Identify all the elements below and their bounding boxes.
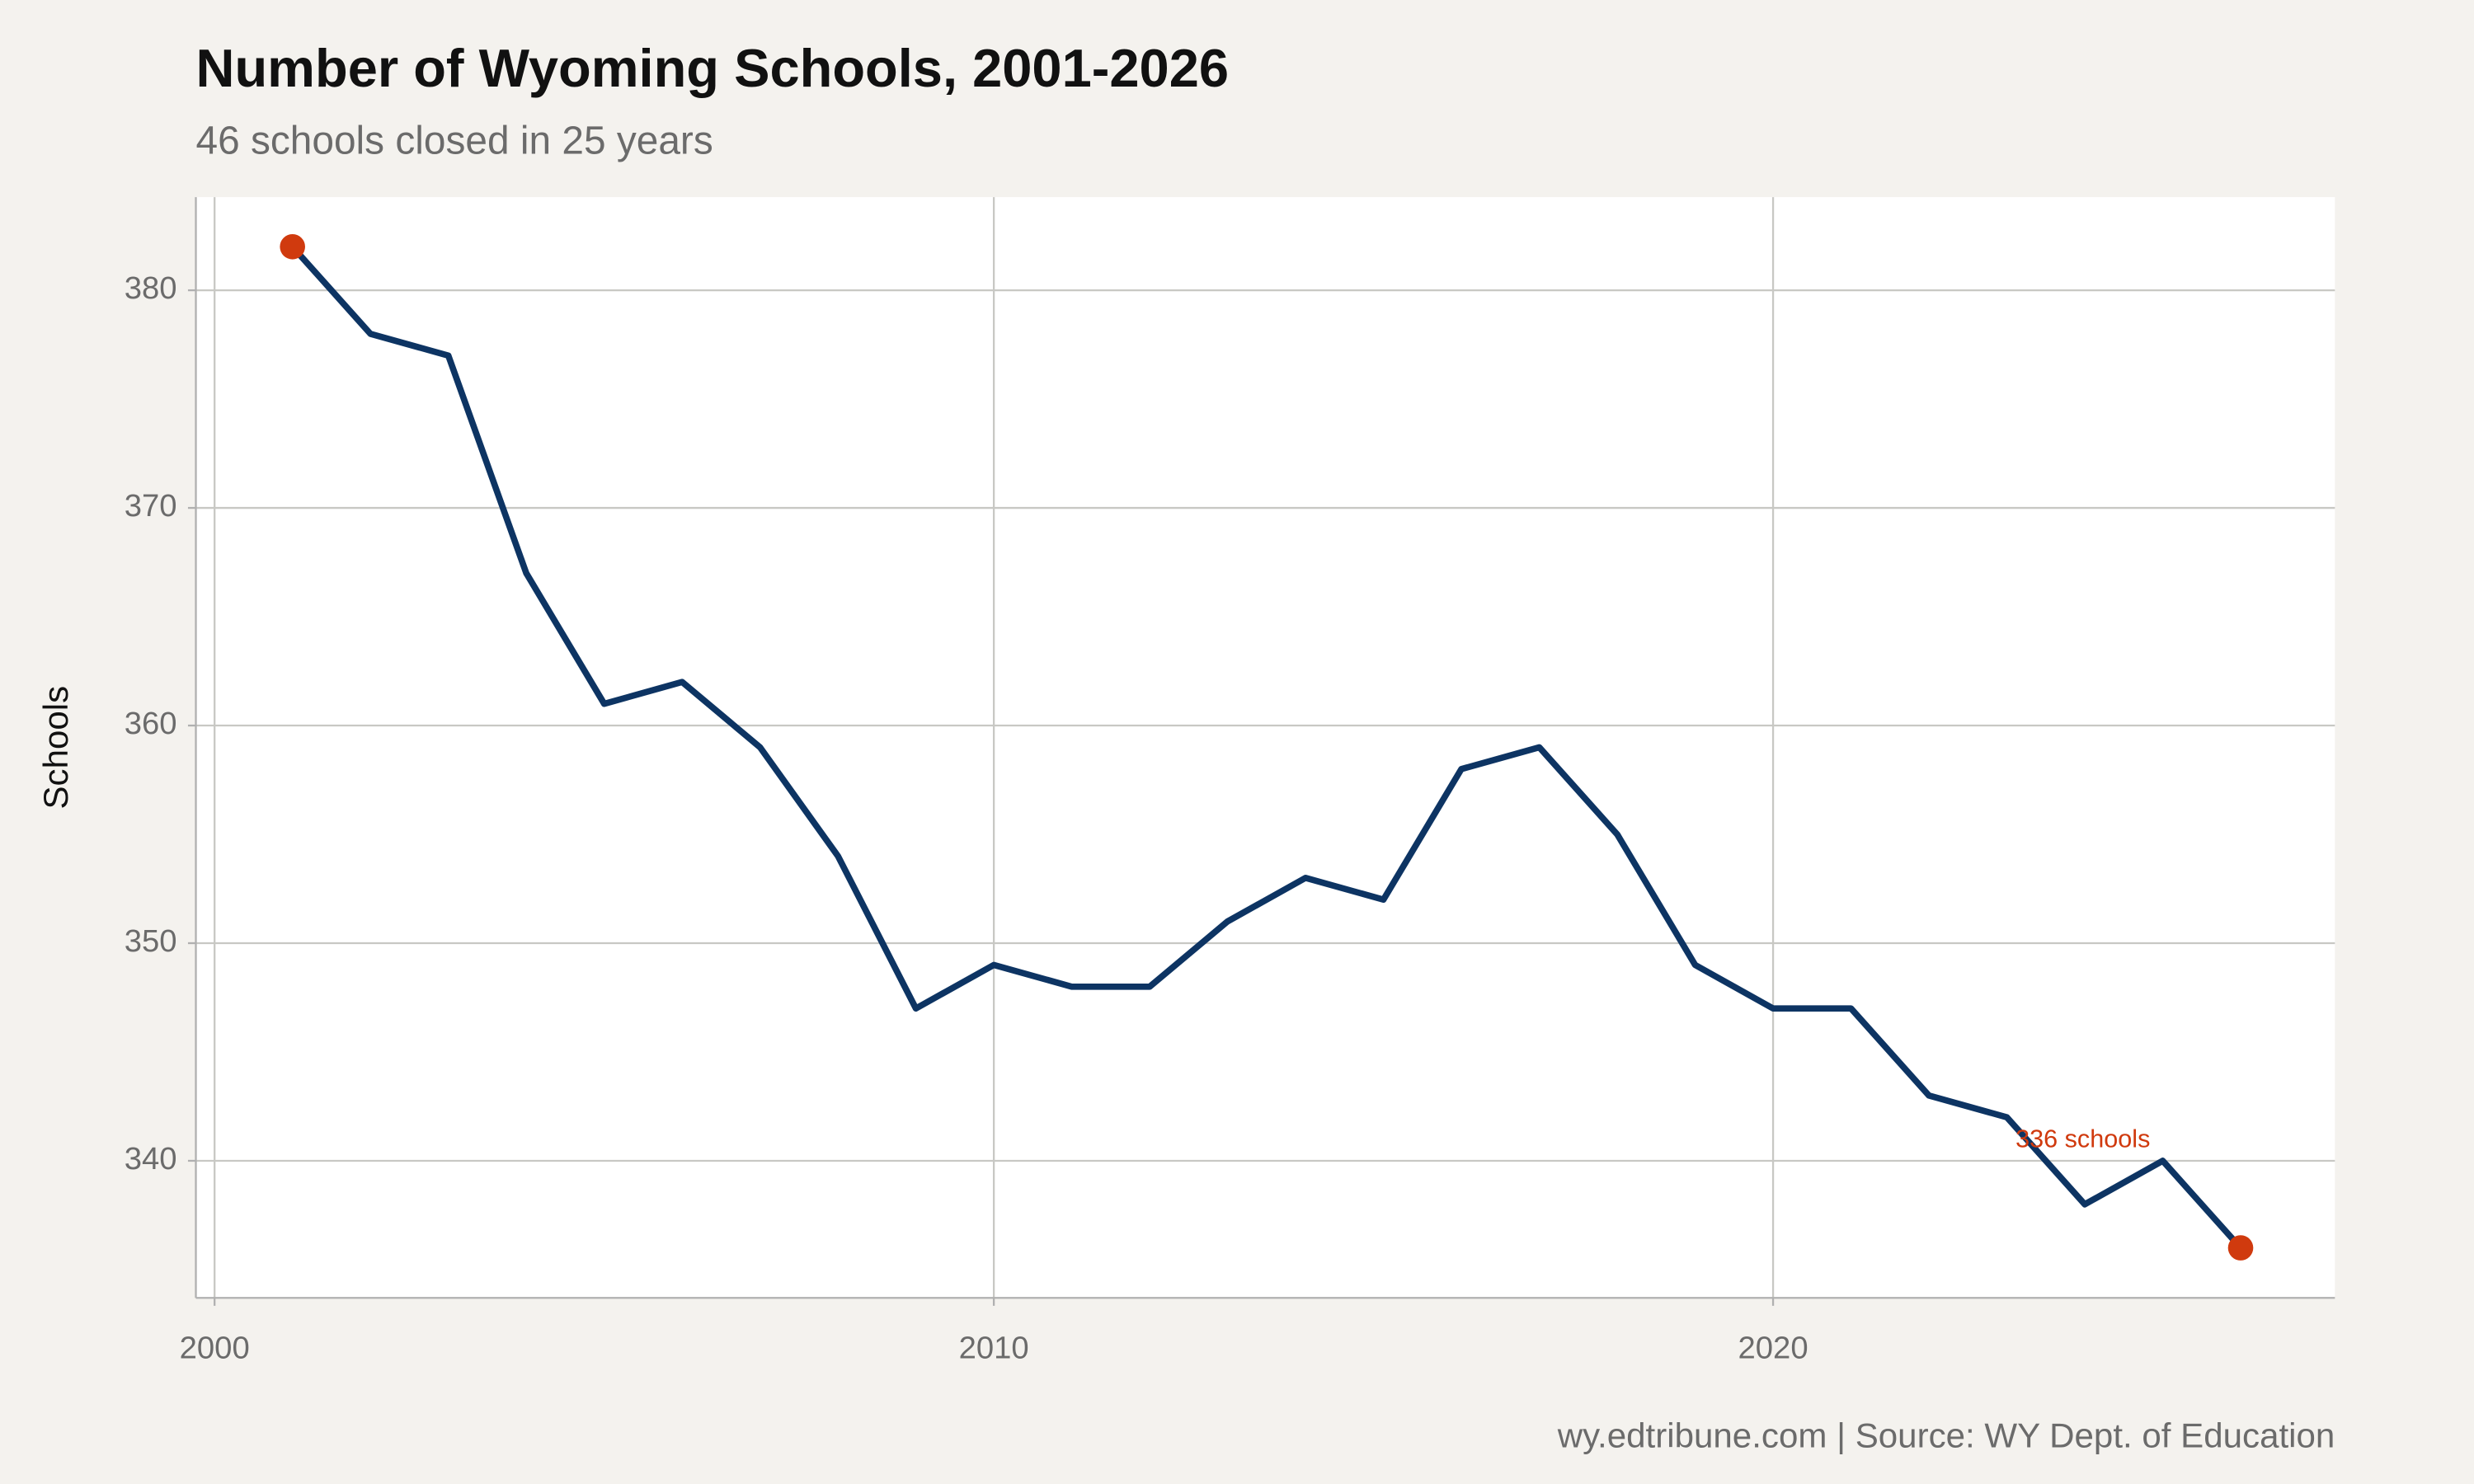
y-tick-label: 350 — [125, 923, 177, 959]
endpoint-marker — [2227, 1235, 2254, 1261]
line-series — [289, 244, 2243, 1251]
x-tick-label: 2020 — [1738, 1331, 1808, 1366]
x-tick-label: 2010 — [959, 1331, 1029, 1366]
caption: wy.edtribune.com | Source: WY Dept. of E… — [1557, 1416, 2335, 1455]
annotation: 336 schools — [2015, 1125, 2150, 1153]
y-tick-label: 380 — [125, 270, 177, 306]
y-tick-label: 340 — [125, 1141, 177, 1176]
chart-subtitle: 46 schools closed in 25 years — [196, 120, 713, 163]
x-tick-label: 2000 — [180, 1331, 250, 1366]
chart-title: Number of Wyoming Schools, 2001-2026 — [196, 38, 1230, 98]
plot-panel — [195, 197, 2335, 1298]
y-tick-label: 360 — [125, 706, 177, 741]
y-axis-label: Schools — [36, 686, 75, 810]
y-tick-label: 370 — [125, 488, 177, 524]
endpoint-marker — [280, 233, 305, 260]
